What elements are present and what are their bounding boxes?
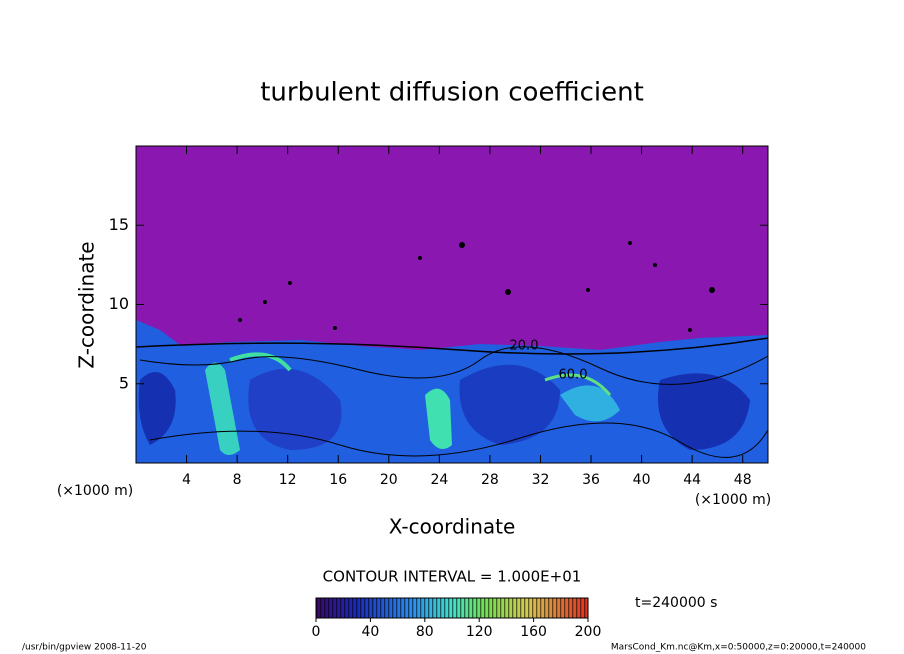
x-tick-label: 36: [582, 472, 600, 488]
x-axis-label: X-coordinate: [389, 515, 516, 539]
x-unit: (×1000 m): [695, 492, 771, 508]
x-tick-label: 44: [683, 472, 701, 488]
x-tick-label: 16: [329, 472, 347, 488]
x-tick-label: 20: [380, 472, 398, 488]
colorbar-tick-label: 40: [361, 624, 379, 640]
colorbar-frame: [315, 597, 589, 619]
contour-label: 60.0: [559, 368, 588, 383]
y-tick-label: 10: [109, 294, 129, 313]
y-unit: (×1000 m): [57, 483, 133, 499]
contour-field: [136, 146, 768, 463]
colorbar-tick-label: 120: [466, 624, 493, 640]
colorbar-tick-label: 160: [520, 624, 547, 640]
footer-right: MarsCond_Km.nc@Km,x=0:50000,z=0:20000,t=…: [611, 643, 866, 653]
x-tick-label: 24: [430, 472, 448, 488]
x-tick-label: 40: [633, 472, 651, 488]
contour-label: 20.0: [510, 339, 539, 354]
x-tick-label: 48: [734, 472, 752, 488]
y-tick-label: 15: [109, 215, 129, 234]
y-tick-label: 5: [119, 373, 129, 392]
footer-left: /usr/bin/gpview 2008-11-20: [22, 643, 147, 653]
x-tick-label: 4: [182, 472, 191, 488]
chart-title: turbulent diffusion coefficient: [260, 78, 644, 108]
colorbar-tick-label: 80: [416, 624, 434, 640]
time-label: t=240000 s: [635, 595, 717, 611]
x-tick-label: 28: [481, 472, 499, 488]
y-axis-label: Z-coordinate: [75, 241, 99, 368]
colorbar-tick-label: 200: [575, 624, 602, 640]
contour-interval: CONTOUR INTERVAL = 1.000E+01: [323, 568, 582, 586]
x-tick-label: 8: [233, 472, 242, 488]
x-tick-label: 12: [279, 472, 297, 488]
x-tick-label: 32: [532, 472, 550, 488]
colorbar-tick-label: 0: [312, 624, 321, 640]
